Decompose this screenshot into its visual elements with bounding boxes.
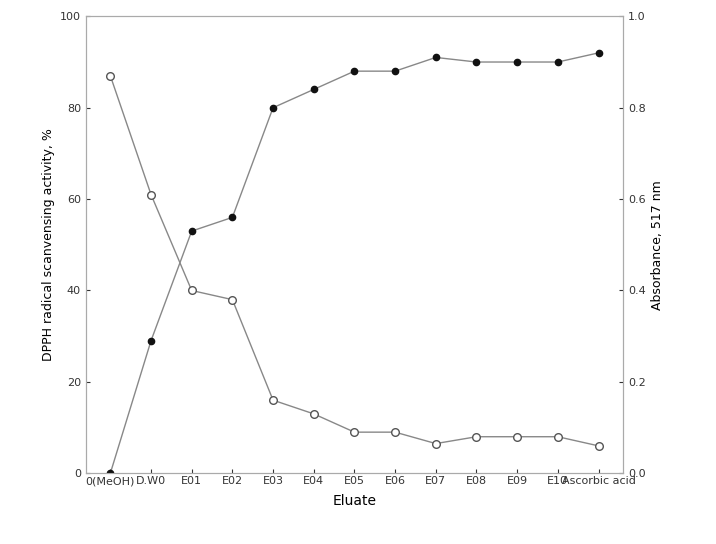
Y-axis label: DPPH radical scanvensing activity, %: DPPH radical scanvensing activity, % — [42, 128, 54, 361]
X-axis label: Eluate: Eluate — [332, 494, 377, 509]
Y-axis label: Absorbance, 517 nm: Absorbance, 517 nm — [651, 180, 664, 310]
